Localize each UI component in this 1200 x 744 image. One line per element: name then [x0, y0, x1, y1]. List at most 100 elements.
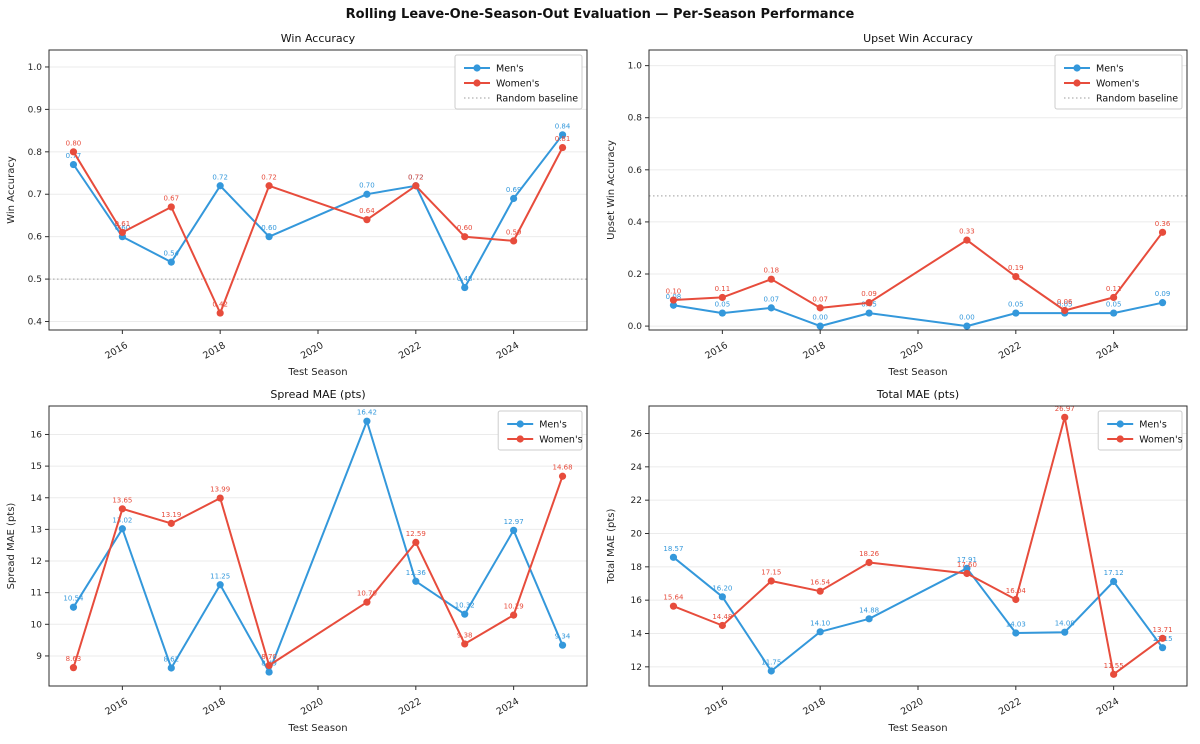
data-point	[558, 143, 567, 152]
data-label: 0.09	[861, 290, 877, 298]
data-label: 0.05	[715, 301, 731, 309]
subplot-spread-mae: 10.5413.028.6211.258.4916.4211.3610.3212…	[6, 388, 588, 734]
data-label: 0.06	[1057, 298, 1073, 306]
data-label: 14.48	[712, 613, 732, 621]
data-label: 0.72	[261, 173, 277, 181]
data-point	[558, 641, 567, 649]
data-label: 10.32	[455, 602, 475, 610]
data-label: 17.15	[761, 569, 781, 577]
x-tick-label: 2024	[1095, 340, 1121, 362]
data-point	[118, 525, 126, 533]
legend-label: Men's	[539, 419, 567, 430]
data-label: 0.72	[212, 173, 228, 181]
data-label: 8.70	[261, 653, 277, 661]
series-line-mens	[72, 133, 564, 289]
data-point	[1110, 670, 1118, 678]
data-point	[1061, 306, 1069, 315]
data-point	[558, 131, 567, 139]
data-label: 0.77	[66, 152, 82, 160]
series-line-mens	[72, 420, 564, 674]
data-point	[461, 233, 469, 241]
data-point	[669, 301, 678, 309]
figure-title: Rolling Leave-One-Season-Out Evaluation …	[345, 7, 855, 22]
legend-swatch-marker	[473, 64, 481, 72]
data-label: 0.09	[1155, 290, 1171, 298]
data-point	[1158, 228, 1167, 236]
data-label: 10.54	[63, 595, 84, 603]
data-label: 0.64	[359, 207, 375, 215]
x-tick-label: 2020	[299, 340, 325, 362]
legend-swatch-marker	[473, 79, 481, 87]
legend-label: Random baseline	[496, 93, 578, 104]
data-label: 0.42	[212, 301, 228, 309]
y-tick-label: 22	[631, 496, 642, 506]
y-tick-label: 1.0	[628, 62, 643, 72]
data-point	[412, 538, 420, 546]
x-tick-label: 2022	[997, 696, 1023, 718]
y-tick-label: 11	[31, 589, 42, 599]
data-label: 13.99	[210, 486, 230, 494]
y-tick-label: 0.4	[28, 318, 43, 328]
data-point	[963, 236, 971, 244]
data-label: 0.72	[408, 173, 424, 181]
legend-label: Random baseline	[1096, 93, 1178, 104]
y-tick-label: 15	[31, 462, 42, 472]
subplot-title: Win Accuracy	[281, 32, 356, 45]
legend-label: Women's	[1096, 78, 1139, 89]
data-point	[669, 296, 678, 304]
data-label: 8.63	[66, 655, 82, 663]
data-point	[1110, 293, 1118, 302]
data-label: 0.19	[1008, 264, 1024, 272]
data-point	[963, 569, 971, 578]
data-point	[510, 611, 518, 619]
data-point	[1061, 413, 1069, 421]
data-label: 13.19	[161, 511, 181, 519]
x-tick-label: 2024	[1095, 696, 1121, 718]
data-point	[558, 472, 567, 480]
x-tick-label: 2022	[397, 696, 423, 718]
y-tick-label: 9	[36, 652, 42, 662]
data-point	[718, 593, 726, 601]
data-point	[167, 519, 175, 527]
data-label: 13.65	[112, 496, 132, 504]
data-label: 0.11	[715, 285, 731, 293]
x-tick-label: 2016	[103, 696, 129, 718]
data-label: 0.72	[408, 173, 424, 181]
y-axis-label: Win Accuracy	[6, 156, 17, 224]
data-point	[963, 564, 971, 572]
data-point	[363, 216, 371, 224]
data-label: 0.18	[763, 267, 779, 275]
y-axis-label: Total MAE (pts)	[606, 509, 617, 585]
data-point	[363, 598, 371, 606]
data-point	[1158, 634, 1167, 642]
legend-label: Men's	[1096, 63, 1124, 74]
data-point	[963, 322, 971, 330]
data-point	[1110, 577, 1118, 586]
data-label: 10.29	[504, 603, 524, 611]
data-label: 0.07	[812, 295, 828, 303]
data-point	[865, 299, 873, 307]
y-tick-label: 0.6	[28, 233, 43, 243]
x-axis-label: Test Season	[887, 367, 947, 378]
x-axis-label: Test Season	[887, 723, 947, 734]
data-point	[718, 621, 726, 630]
x-tick-label: 2018	[201, 340, 227, 362]
data-label: 0.00	[959, 314, 975, 322]
data-label: 9.38	[457, 631, 473, 639]
data-label: 17.60	[957, 561, 977, 569]
data-label: 0.05	[1057, 301, 1073, 309]
data-label: 12.97	[504, 518, 524, 526]
data-point	[216, 182, 224, 190]
subplot-total-mae: 18.57 16.20 11.75 14.10 14.88 17.91 14.03 14.08…	[606, 388, 1188, 734]
x-axis-label: Test Season	[287, 367, 347, 378]
data-point	[461, 640, 469, 648]
legend-swatch-marker	[516, 420, 524, 428]
x-tick-label: 2020	[899, 696, 925, 718]
data-point	[1012, 309, 1020, 317]
data-point	[865, 615, 873, 623]
x-tick-label: 2020	[899, 340, 925, 362]
data-point	[69, 160, 78, 169]
y-tick-label: 1.0	[28, 63, 43, 73]
data-point	[669, 602, 678, 610]
y-tick-label: 0.0	[628, 322, 643, 332]
